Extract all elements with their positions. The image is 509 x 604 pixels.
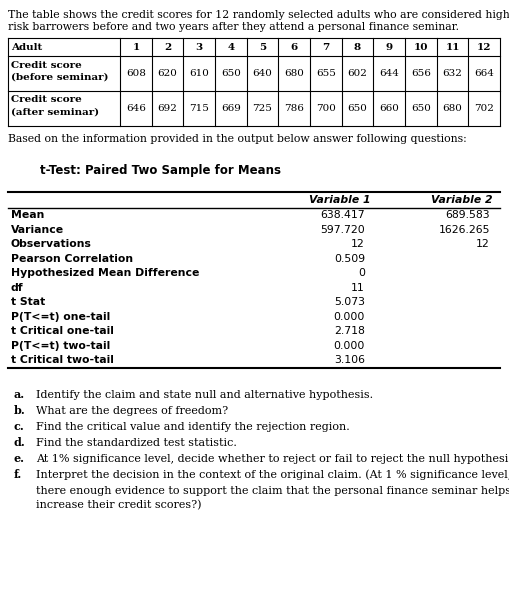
- Text: c.: c.: [14, 422, 25, 432]
- Text: 725: 725: [252, 104, 272, 113]
- Text: 664: 664: [474, 69, 494, 78]
- Text: Mean: Mean: [11, 210, 44, 220]
- Text: 7: 7: [322, 42, 329, 51]
- Text: Pearson Correlation: Pearson Correlation: [11, 254, 133, 264]
- Text: 4: 4: [228, 42, 235, 51]
- Text: 597.720: 597.720: [320, 225, 365, 235]
- Text: 669: 669: [221, 104, 241, 113]
- Text: 632: 632: [442, 69, 463, 78]
- Text: 692: 692: [158, 104, 178, 113]
- Text: t Stat: t Stat: [11, 297, 45, 307]
- Text: 8: 8: [354, 42, 361, 51]
- Text: 715: 715: [189, 104, 209, 113]
- Text: Based on the information provided in the output below answer following questions: Based on the information provided in the…: [8, 134, 467, 144]
- Text: 0.000: 0.000: [333, 312, 365, 322]
- Text: 5: 5: [259, 42, 266, 51]
- Text: Find the standardized test statistic.: Find the standardized test statistic.: [36, 437, 237, 448]
- Text: (after seminar): (after seminar): [11, 108, 99, 117]
- Text: 660: 660: [379, 104, 399, 113]
- Text: 700: 700: [316, 104, 336, 113]
- Text: At 1% significance level, decide whether to reject or fail to reject the null hy: At 1% significance level, decide whether…: [36, 454, 509, 463]
- Text: d.: d.: [14, 437, 26, 449]
- Text: f.: f.: [14, 469, 22, 481]
- Text: 620: 620: [158, 69, 178, 78]
- Text: Interpret the decision in the context of the original claim. (At 1 % significanc: Interpret the decision in the context of…: [36, 469, 509, 480]
- Text: t-Test: Paired Two Sample for Means: t-Test: Paired Two Sample for Means: [40, 164, 281, 177]
- Text: 646: 646: [126, 104, 146, 113]
- Text: What are the degrees of freedom?: What are the degrees of freedom?: [36, 405, 228, 416]
- Text: 1: 1: [132, 42, 139, 51]
- Text: Hypothesized Mean Difference: Hypothesized Mean Difference: [11, 268, 200, 278]
- Text: 689.583: 689.583: [445, 210, 490, 220]
- Text: 638.417: 638.417: [320, 210, 365, 220]
- Text: Find the critical value and identify the rejection region.: Find the critical value and identify the…: [36, 422, 350, 431]
- Text: 11: 11: [445, 42, 460, 51]
- Text: 12: 12: [351, 239, 365, 249]
- Text: 640: 640: [252, 69, 272, 78]
- Text: 0: 0: [358, 268, 365, 278]
- Text: 655: 655: [316, 69, 336, 78]
- Text: The table shows the credit scores for 12 randomly selected adults who are consid: The table shows the credit scores for 12…: [8, 10, 509, 20]
- Text: 0.000: 0.000: [333, 341, 365, 351]
- Text: 3: 3: [195, 42, 203, 51]
- Text: t Critical one-tail: t Critical one-tail: [11, 326, 114, 336]
- Text: Observations: Observations: [11, 239, 92, 249]
- Text: 12: 12: [476, 239, 490, 249]
- Text: Credit score: Credit score: [11, 95, 82, 104]
- Text: 12: 12: [477, 42, 491, 51]
- Text: 650: 650: [221, 69, 241, 78]
- Text: 2.718: 2.718: [334, 326, 365, 336]
- Text: 680: 680: [442, 104, 463, 113]
- Text: 644: 644: [379, 69, 399, 78]
- Text: Identify the claim and state null and alternative hypothesis.: Identify the claim and state null and al…: [36, 390, 373, 399]
- Text: risk barrowers before and two years after they attend a personal finance seminar: risk barrowers before and two years afte…: [8, 22, 459, 32]
- Text: t Critical two-tail: t Critical two-tail: [11, 355, 114, 365]
- Text: 10: 10: [414, 42, 428, 51]
- Text: Adult: Adult: [11, 42, 42, 51]
- Text: 786: 786: [284, 104, 304, 113]
- Text: 610: 610: [189, 69, 209, 78]
- Text: 656: 656: [411, 69, 431, 78]
- Text: 650: 650: [411, 104, 431, 113]
- Text: (before seminar): (before seminar): [11, 72, 108, 82]
- Text: a.: a.: [14, 390, 25, 400]
- Text: b.: b.: [14, 405, 26, 417]
- Text: P(T<=t) one-tail: P(T<=t) one-tail: [11, 312, 110, 322]
- Text: increase their credit scores?): increase their credit scores?): [36, 500, 202, 510]
- Text: 608: 608: [126, 69, 146, 78]
- Text: Variance: Variance: [11, 225, 64, 235]
- Text: 2: 2: [164, 42, 171, 51]
- Text: 6: 6: [291, 42, 298, 51]
- Text: df: df: [11, 283, 23, 293]
- Text: Credit score: Credit score: [11, 60, 82, 69]
- Text: P(T<=t) two-tail: P(T<=t) two-tail: [11, 341, 110, 351]
- Text: 602: 602: [348, 69, 367, 78]
- Text: Variable 1: Variable 1: [309, 195, 371, 205]
- Text: 0.509: 0.509: [334, 254, 365, 264]
- Text: e.: e.: [14, 454, 25, 464]
- Text: Variable 2: Variable 2: [431, 195, 493, 205]
- Text: 3.106: 3.106: [334, 355, 365, 365]
- Text: 680: 680: [284, 69, 304, 78]
- Text: 650: 650: [348, 104, 367, 113]
- Text: there enough evidence to support the claim that the personal finance seminar hel: there enough evidence to support the cla…: [36, 486, 509, 495]
- Text: 11: 11: [351, 283, 365, 293]
- Text: 5.073: 5.073: [334, 297, 365, 307]
- Text: 702: 702: [474, 104, 494, 113]
- Text: 1626.265: 1626.265: [438, 225, 490, 235]
- Text: 9: 9: [386, 42, 393, 51]
